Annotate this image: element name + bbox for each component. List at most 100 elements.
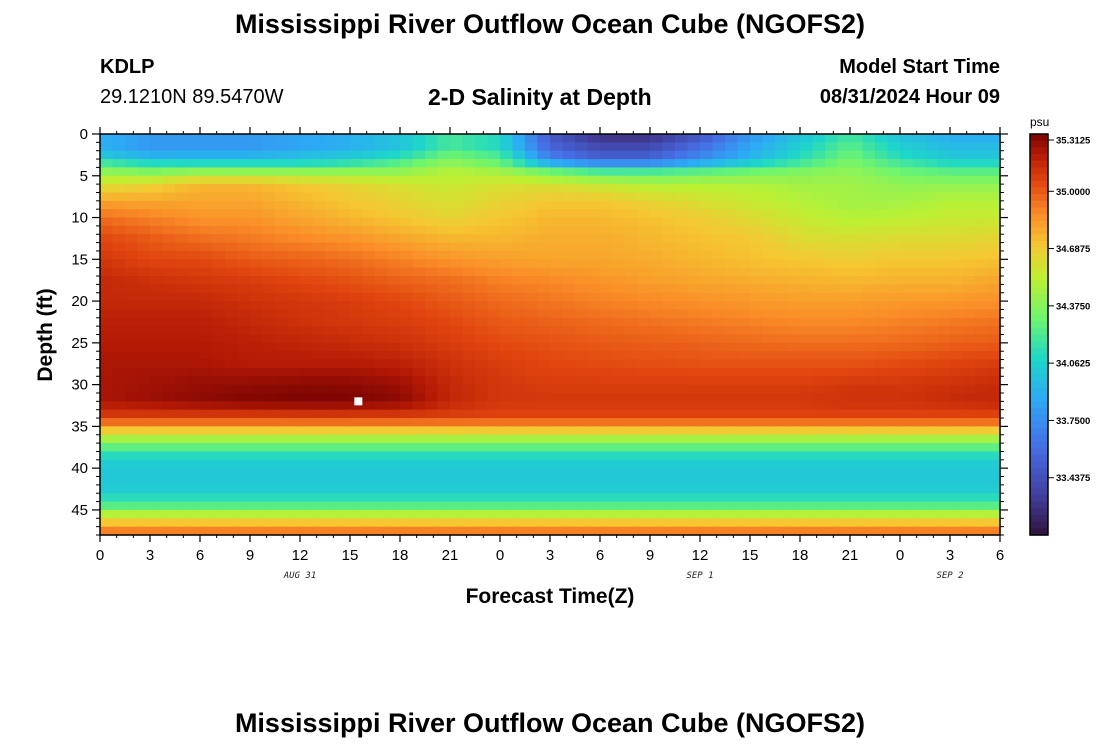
heatmap-cell <box>450 326 464 336</box>
y-tick-label: 35 <box>71 418 88 435</box>
heatmap-cell <box>450 443 464 453</box>
heatmap-cell <box>237 142 251 152</box>
heatmap-cell <box>887 175 901 185</box>
heatmap-cell <box>800 259 814 269</box>
heatmap-cell <box>262 384 276 394</box>
heatmap-cell <box>125 267 139 277</box>
heatmap-cell <box>462 409 476 419</box>
heatmap-cell <box>300 418 314 427</box>
heatmap-cell <box>125 451 139 461</box>
heatmap-cell <box>375 184 389 194</box>
heatmap-cell <box>725 259 739 269</box>
heatmap-cell <box>675 526 689 536</box>
heatmap-cell <box>950 150 964 160</box>
heatmap-cell <box>362 376 376 386</box>
heatmap-cell <box>425 359 439 369</box>
heatmap-cell <box>150 326 164 336</box>
heatmap-cell <box>275 443 289 453</box>
heatmap-cell <box>450 284 464 294</box>
heatmap-cell <box>512 476 526 486</box>
heatmap-cell <box>750 309 764 319</box>
heatmap-cell <box>850 326 864 336</box>
heatmap-cell <box>387 326 401 336</box>
heatmap-cell <box>300 493 314 503</box>
heatmap-cell <box>775 326 789 336</box>
heatmap-cell <box>125 167 139 177</box>
heatmap-cell <box>450 351 464 361</box>
heatmap-cell <box>687 484 701 494</box>
heatmap-cell <box>925 259 939 269</box>
heatmap-cell <box>762 200 776 210</box>
heatmap-cell <box>875 250 889 260</box>
heatmap-cell <box>375 150 389 160</box>
heatmap-cell <box>987 142 1001 152</box>
heatmap-cell <box>612 418 626 427</box>
heatmap-cell <box>987 409 1001 419</box>
heatmap-cell <box>487 367 501 377</box>
heatmap-cell <box>675 142 689 152</box>
heatmap-cell <box>687 250 701 260</box>
heatmap-cell <box>187 150 201 160</box>
heatmap-cell <box>950 142 964 152</box>
heatmap-cell <box>925 451 939 461</box>
colorbar-segment <box>1030 488 1048 496</box>
heatmap-cell <box>750 317 764 327</box>
heatmap-cell <box>587 175 601 185</box>
heatmap-cell <box>900 434 914 444</box>
heatmap-cell <box>700 326 714 336</box>
heatmap-cell <box>675 200 689 210</box>
heatmap-cell <box>837 134 851 143</box>
heatmap-cell <box>512 434 526 444</box>
heatmap-cell <box>987 476 1001 486</box>
heatmap-cell <box>637 167 651 177</box>
heatmap-cell <box>662 159 676 169</box>
heatmap-cell <box>137 409 151 419</box>
heatmap-cell <box>112 392 126 402</box>
heatmap-cell <box>175 259 189 269</box>
heatmap-cell <box>112 342 126 352</box>
heatmap-cell <box>675 292 689 302</box>
heatmap-cell <box>912 326 926 336</box>
heatmap-cell <box>525 493 539 503</box>
heatmap-cell <box>212 342 226 352</box>
heatmap-cell <box>525 384 539 394</box>
heatmap-cell <box>725 459 739 469</box>
heatmap-cell <box>750 468 764 478</box>
heatmap-cell <box>800 367 814 377</box>
heatmap-cell <box>337 209 351 219</box>
heatmap-cell <box>875 401 889 411</box>
heatmap-cell <box>100 301 114 311</box>
heatmap-cell <box>650 518 664 528</box>
heatmap-cell <box>787 192 801 202</box>
heatmap-cell <box>200 367 214 377</box>
y-tick-label: 20 <box>71 293 88 310</box>
heatmap-cell <box>987 284 1001 294</box>
heatmap-cell <box>175 526 189 536</box>
heatmap-cell <box>762 309 776 319</box>
heatmap-cell <box>700 284 714 294</box>
heatmap-cell <box>300 459 314 469</box>
heatmap-cell <box>100 426 114 436</box>
heatmap-cell <box>237 351 251 361</box>
heatmap-cell <box>225 468 239 478</box>
heatmap-cell <box>237 167 251 177</box>
heatmap-cell <box>150 159 164 169</box>
heatmap-cell <box>450 334 464 344</box>
heatmap-cell <box>337 409 351 419</box>
heatmap-cell <box>437 326 451 336</box>
heatmap-cell <box>112 276 126 285</box>
heatmap-cell <box>562 409 576 419</box>
heatmap-cell <box>300 209 314 219</box>
heatmap-cell <box>937 367 951 377</box>
heatmap-cell <box>962 184 976 194</box>
heatmap-cell <box>375 292 389 302</box>
heatmap-cell <box>775 267 789 277</box>
heatmap-cell <box>200 509 214 519</box>
heatmap-cell <box>787 292 801 302</box>
heatmap-cell <box>987 334 1001 344</box>
heatmap-cell <box>287 418 301 427</box>
heatmap-cell <box>650 276 664 285</box>
heatmap-cell <box>812 518 826 528</box>
heatmap-cell <box>912 150 926 160</box>
heatmap-cell <box>100 509 114 519</box>
